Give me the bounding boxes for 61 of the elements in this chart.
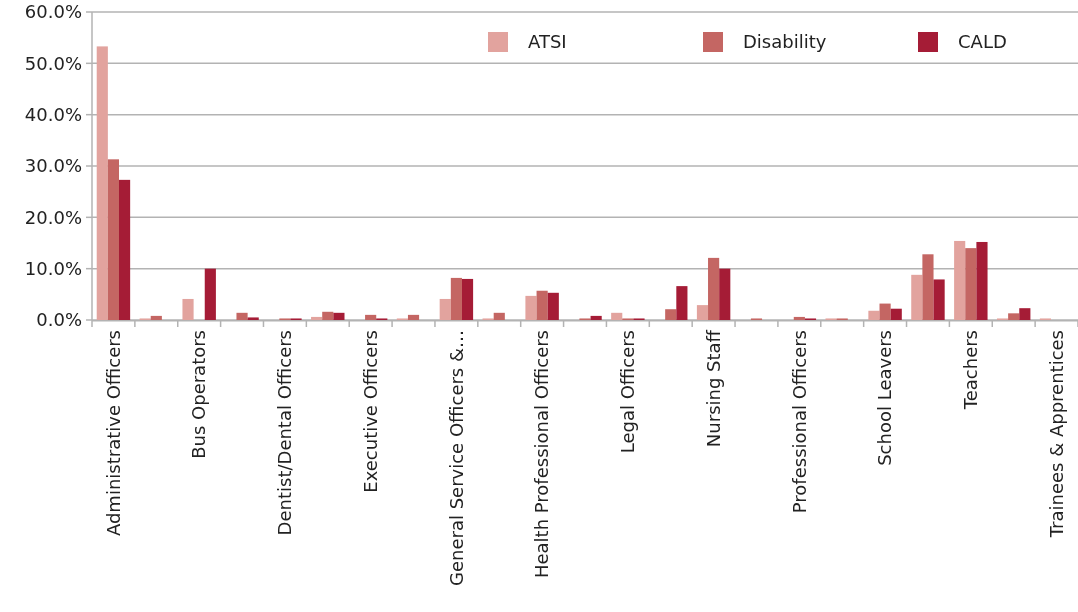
y-tick-label: 10.0% [24, 257, 82, 279]
x-tick-label: Bus Operators [188, 330, 210, 459]
bar [676, 286, 688, 320]
x-tick-label: Teachers [960, 330, 982, 411]
legend-label: CALD [958, 31, 1007, 53]
y-tick-label: 0.0% [36, 309, 82, 331]
bar [247, 317, 259, 320]
bar [665, 309, 677, 320]
bar [333, 312, 345, 320]
y-tick-label: 20.0% [24, 206, 82, 228]
bar [407, 314, 420, 320]
bar [365, 314, 377, 320]
y-tick-label: 60.0% [24, 1, 82, 23]
bar [976, 241, 988, 320]
bar [204, 268, 216, 320]
bar [311, 316, 323, 320]
x-tick-label: General Service Officers &… [445, 330, 467, 586]
x-tick-label: Executive Officers [359, 330, 381, 493]
x-tick-label: Administrative Officers [102, 330, 124, 537]
bar [236, 312, 248, 320]
x-tick-label: Nursing Staff [702, 329, 724, 448]
bar [547, 292, 559, 320]
bar [879, 303, 891, 320]
x-tick-label: Legal Officers [617, 330, 639, 454]
x-tick-label: Health Professional Officers [531, 330, 553, 579]
y-tick-label: 30.0% [24, 155, 82, 177]
bar [536, 290, 548, 320]
x-tick-label: School Leavers [874, 330, 896, 466]
bar [954, 240, 966, 320]
bar [96, 46, 108, 320]
legend-label: Disability [743, 31, 827, 53]
bar [107, 159, 120, 320]
bar [150, 315, 162, 320]
bar [119, 179, 131, 320]
bar [461, 278, 474, 320]
bar [1019, 308, 1031, 320]
bar [922, 254, 934, 320]
bar [439, 298, 451, 320]
bar [719, 268, 731, 320]
bar [933, 279, 945, 320]
x-tick-label: Professional Officers [788, 330, 810, 514]
bar [793, 316, 805, 320]
bar [696, 305, 709, 320]
y-tick-label: 40.0% [24, 103, 82, 125]
bar [708, 257, 720, 320]
bar [611, 312, 623, 320]
bar [182, 298, 194, 320]
x-tick-label: Dentist/Dental Officers [274, 330, 296, 536]
legend-label: ATSI [528, 31, 567, 53]
x-tick-label: Trainees & Apprentices [1045, 330, 1067, 539]
bar [868, 310, 880, 320]
bar [590, 315, 602, 320]
bar [322, 311, 334, 320]
bar [525, 295, 537, 320]
bar [450, 277, 462, 320]
bar [493, 312, 505, 320]
bar [965, 248, 977, 320]
bar [890, 308, 902, 320]
y-tick-label: 50.0% [24, 52, 82, 74]
bar [911, 274, 923, 320]
bar [1008, 313, 1020, 320]
